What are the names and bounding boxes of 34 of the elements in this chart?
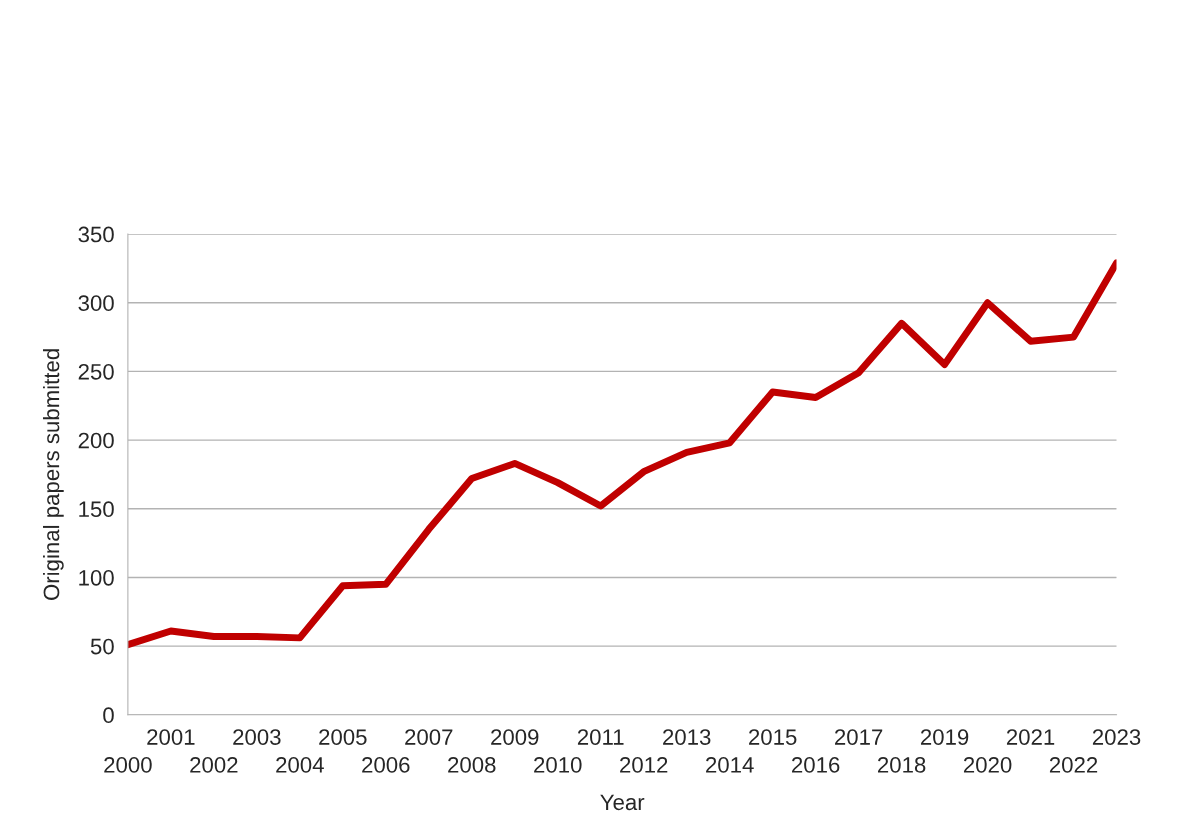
x-tick-label: 2010: [534, 757, 582, 773]
x-tick-label: 2016: [792, 757, 840, 773]
y-tick-label: 150: [79, 501, 114, 518]
x-tick-label: 2015: [749, 729, 797, 745]
y-tick-label: 200: [78, 432, 114, 449]
x-tick-label: 2011: [577, 729, 624, 745]
x-tick-label: 2000: [104, 757, 152, 773]
x-tick-label: 2004: [276, 757, 324, 773]
x-tick-label: 2006: [362, 757, 410, 773]
y-tick-label: 0: [103, 707, 114, 724]
x-tick-label: 2003: [233, 729, 281, 745]
y-tick-label: 250: [78, 363, 114, 380]
x-tick-label: 2009: [491, 729, 539, 745]
x-tick-label: 2021: [1006, 729, 1055, 745]
y-tick-label: 100: [79, 569, 114, 586]
y-tick-label: 50: [90, 638, 114, 655]
x-tick-label: 2001: [147, 729, 195, 745]
x-tick-label: 2018: [877, 757, 926, 773]
x-tick-label: 2007: [405, 729, 453, 745]
x-tick-label: 2014: [706, 757, 754, 773]
x-tick-label: 2013: [663, 729, 711, 745]
x-tick-label: 2008: [448, 757, 496, 773]
y-tick-label: 300: [78, 295, 114, 312]
x-tick-label: 2022: [1049, 757, 1098, 773]
x-axis-title: Year: [600, 794, 645, 811]
y-tick-label: 350: [78, 226, 114, 243]
x-tick-label: 2005: [319, 729, 367, 745]
x-tick-label: 2012: [620, 757, 668, 773]
x-tick-label: 2002: [190, 757, 238, 773]
x-tick-label: 2023: [1092, 729, 1141, 745]
y-axis-title: Original papers submitted: [43, 349, 64, 600]
x-tick-label: 2020: [963, 757, 1012, 773]
x-tick-label: 2017: [835, 729, 883, 745]
x-tick-label: 2019: [920, 729, 969, 745]
